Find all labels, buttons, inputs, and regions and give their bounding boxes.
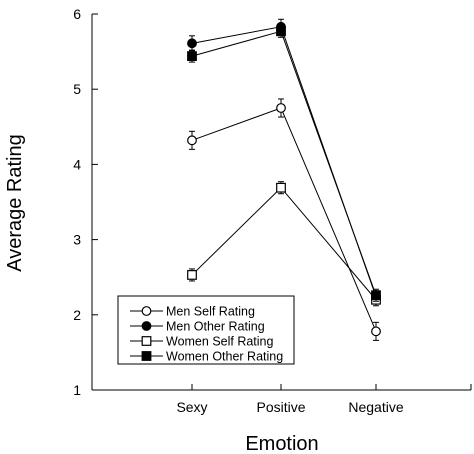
y-tick-label: 2 bbox=[73, 307, 81, 323]
data-point bbox=[187, 270, 197, 280]
legend-label: Men Self Rating bbox=[166, 305, 255, 319]
series-line bbox=[191, 30, 377, 296]
y-tick-label: 1 bbox=[73, 382, 81, 398]
y-tick-label: 3 bbox=[73, 232, 81, 248]
data-point bbox=[187, 135, 197, 146]
series-line bbox=[191, 186, 377, 301]
legend-label: Men Other Rating bbox=[166, 320, 265, 334]
data-point bbox=[187, 51, 197, 62]
axes: 1 2 3 4 5 6 Sexy Positive Negative bbox=[73, 6, 472, 415]
x-axis-title: Emotion bbox=[245, 433, 318, 454]
data-point bbox=[276, 182, 286, 193]
legend-marker bbox=[141, 336, 152, 346]
legend-marker bbox=[141, 306, 152, 316]
x-tick-label: Positive bbox=[256, 399, 305, 415]
data-point bbox=[371, 290, 381, 301]
series-layer bbox=[187, 18, 381, 341]
y-tick-label: 6 bbox=[73, 6, 81, 22]
data-point bbox=[187, 38, 197, 49]
data-point bbox=[276, 103, 286, 113]
series-3 bbox=[187, 181, 381, 307]
legend-marker bbox=[141, 321, 152, 331]
series-4 bbox=[187, 24, 381, 302]
y-tick-label: 4 bbox=[73, 156, 81, 172]
legend-label: Women Other Rating bbox=[166, 350, 283, 364]
x-tick-label: Negative bbox=[348, 399, 403, 415]
legend-label: Women Self Rating bbox=[166, 335, 274, 349]
legend-marker bbox=[141, 351, 152, 361]
series-line bbox=[191, 26, 377, 297]
series-1 bbox=[187, 98, 381, 341]
y-axis-title: Average Rating bbox=[4, 134, 26, 272]
data-point bbox=[371, 326, 381, 337]
y-tick-label: 5 bbox=[73, 81, 81, 97]
x-tick-label: Sexy bbox=[176, 399, 207, 415]
series-2 bbox=[187, 18, 381, 304]
data-point bbox=[276, 26, 286, 37]
